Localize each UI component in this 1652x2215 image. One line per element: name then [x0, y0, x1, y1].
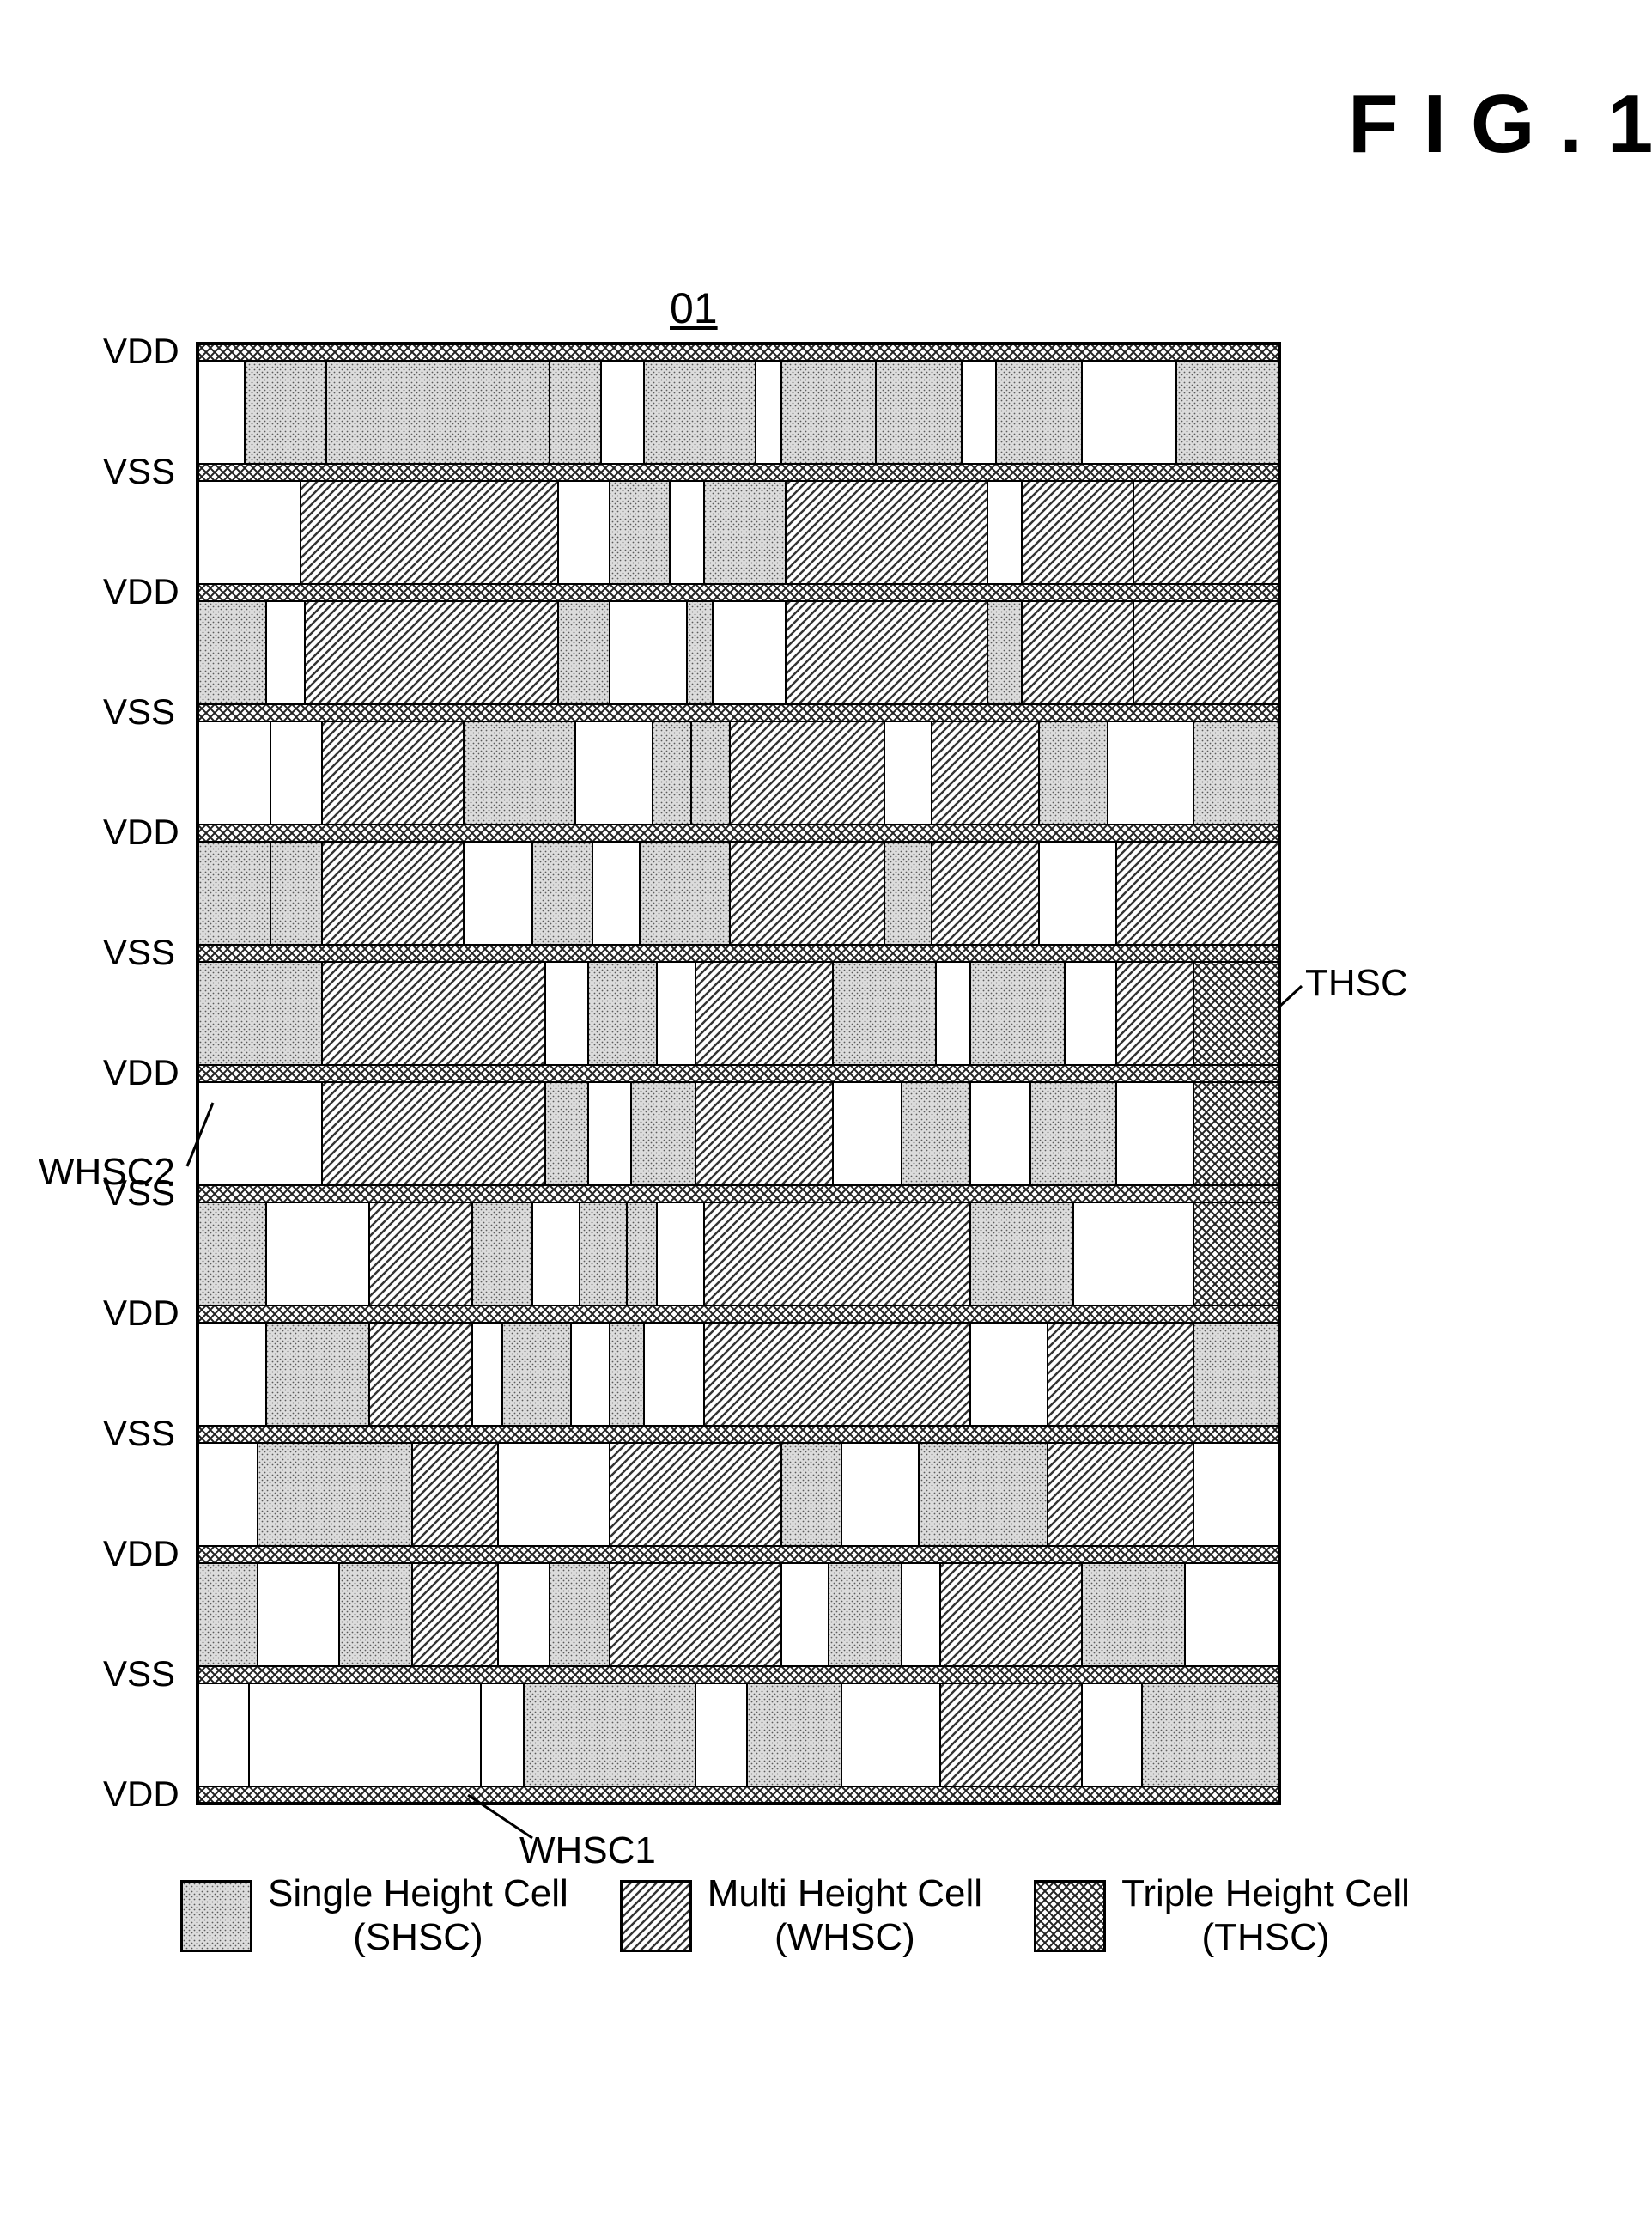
- rail-label: VSS: [103, 691, 175, 733]
- cell-layout-diagram: [189, 335, 1305, 1829]
- figure-ref-number: 01: [670, 283, 718, 333]
- legend-item-thsc: Triple Height Cell (THSC): [1034, 1872, 1410, 1959]
- legend-swatch-shsc: [180, 1880, 252, 1952]
- legend-swatch-whsc: [620, 1880, 692, 1952]
- rail-label: VDD: [103, 1533, 179, 1574]
- legend-line1-thsc: Triple Height Cell: [1121, 1872, 1410, 1916]
- rail-label: VSS: [103, 451, 175, 492]
- legend-text-shsc: Single Height Cell (SHSC): [268, 1872, 568, 1959]
- rail-label: VSS: [103, 1653, 175, 1695]
- rail-label: VDD: [103, 571, 179, 612]
- rail-label: VDD: [103, 812, 179, 853]
- rail-label: VSS: [103, 932, 175, 973]
- legend-line2-whsc: (WHSC): [708, 1916, 982, 1960]
- legend-text-whsc: Multi Height Cell (WHSC): [708, 1872, 982, 1959]
- rail-label: VDD: [103, 331, 179, 372]
- callout-label: WHSC1: [519, 1829, 656, 1872]
- figure-title: FIG.1: [1348, 77, 1652, 172]
- page-root: FIG.1 01 VDD VSS VDD: [0, 0, 1652, 2215]
- legend-line1-shsc: Single Height Cell: [268, 1872, 568, 1916]
- legend-line1-whsc: Multi Height Cell: [708, 1872, 982, 1916]
- rail-label: VDD: [103, 1774, 179, 1815]
- legend-swatch-thsc: [1034, 1880, 1106, 1952]
- legend-line2-shsc: (SHSC): [268, 1916, 568, 1960]
- rail-label: VSS: [103, 1413, 175, 1454]
- rail-label: VDD: [103, 1293, 179, 1334]
- legend-line2-thsc: (THSC): [1121, 1916, 1410, 1960]
- legend-text-thsc: Triple Height Cell (THSC): [1121, 1872, 1410, 1959]
- callout-label: WHSC2: [39, 1151, 175, 1194]
- legend-item-shsc: Single Height Cell (SHSC): [180, 1872, 568, 1959]
- legend-item-whsc: Multi Height Cell (WHSC): [620, 1872, 982, 1959]
- legend: Single Height Cell (SHSC) Multi Height C…: [180, 1872, 1410, 1959]
- rail-label: VDD: [103, 1052, 179, 1093]
- callout-label: THSC: [1305, 962, 1408, 1005]
